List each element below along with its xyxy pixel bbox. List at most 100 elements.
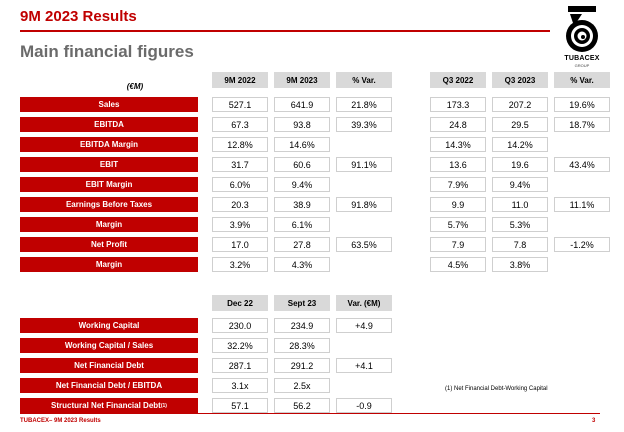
table-cell: 5.7% xyxy=(430,217,486,232)
table-cell: 38.9 xyxy=(274,197,330,212)
row-label: EBITDA Margin xyxy=(20,137,198,152)
row-label: Margin xyxy=(20,217,198,232)
table-cell: 93.8 xyxy=(274,117,330,132)
table-cell: 60.6 xyxy=(274,157,330,172)
table-cell: 19.6 xyxy=(492,157,548,172)
column-header: Dec 22 xyxy=(212,295,268,311)
title-divider xyxy=(20,30,550,32)
table-cell: 19.6% xyxy=(554,97,610,112)
table-cell: 7.8 xyxy=(492,237,548,252)
table-cell: 234.9 xyxy=(274,318,330,333)
table-cell: 91.8% xyxy=(336,197,392,212)
table-cell: 32.2% xyxy=(212,338,268,353)
tubacex-logo-icon xyxy=(566,6,598,52)
row-label: EBIT Margin xyxy=(20,177,198,192)
table-cell: 20.3 xyxy=(212,197,268,212)
table-cell: 63.5% xyxy=(336,237,392,252)
row-label: Sales xyxy=(20,97,198,112)
column-header: Sept 23 xyxy=(274,295,330,311)
slide-subtitle: Main financial figures xyxy=(20,42,194,61)
footnote-marker: (1) xyxy=(160,402,167,409)
table-cell: 2.5x xyxy=(274,378,330,393)
page-number: 3 xyxy=(592,418,596,424)
table-cell: 24.8 xyxy=(430,117,486,132)
logo-subtext: GROUP xyxy=(574,63,590,68)
row-label: Net Financial Debt xyxy=(20,358,198,373)
table-cell: 11.1% xyxy=(554,197,610,212)
table-cell: 13.6 xyxy=(430,157,486,172)
table-cell: 43.4% xyxy=(554,157,610,172)
table-cell: 3.2% xyxy=(212,257,268,272)
table-cell: 4.5% xyxy=(430,257,486,272)
table-cell: +4.1 xyxy=(336,358,392,373)
table-cell: 12.8% xyxy=(212,137,268,152)
table-cell: 527.1 xyxy=(212,97,268,112)
table-cell: 4.3% xyxy=(274,257,330,272)
table-cell xyxy=(554,177,610,192)
footer-text: TUBACEX– 9M 2023 Results xyxy=(20,418,101,424)
table-cell: 641.9 xyxy=(274,97,330,112)
table-cell: 14.3% xyxy=(430,137,486,152)
table-cell: +4.9 xyxy=(336,318,392,333)
row-label: Earnings Before Taxes xyxy=(20,197,198,212)
table-cell: 291.2 xyxy=(274,358,330,373)
column-header: Var. (€M) xyxy=(336,295,392,311)
table-cell: 3.1x xyxy=(212,378,268,393)
table-cell: 28.3% xyxy=(274,338,330,353)
row-label-text: Net Financial Debt xyxy=(74,361,144,370)
table-cell xyxy=(336,338,392,353)
slide-title: 9M 2023 Results xyxy=(20,8,137,25)
table-cell: 21.8% xyxy=(336,97,392,112)
table-cell: 14.6% xyxy=(274,137,330,152)
table-cell: -1.2% xyxy=(554,237,610,252)
table-cell: 6.1% xyxy=(274,217,330,232)
table-cell: 207.2 xyxy=(492,97,548,112)
table-cell xyxy=(336,378,392,393)
column-header: Q3 2022 xyxy=(430,72,486,88)
column-header: 9M 2023 xyxy=(274,72,330,88)
table-cell: 39.3% xyxy=(336,117,392,132)
table-cell: 31.7 xyxy=(212,157,268,172)
table-cell xyxy=(554,137,610,152)
row-label: Margin xyxy=(20,257,198,272)
table-cell: 3.9% xyxy=(212,217,268,232)
row-label: Structural Net Financial Debt (1) xyxy=(20,398,198,413)
row-label-text: Structural Net Financial Debt xyxy=(51,401,161,410)
table-cell: 230.0 xyxy=(212,318,268,333)
table-cell xyxy=(336,177,392,192)
table-cell: -0.9 xyxy=(336,398,392,413)
table-cell: 7.9% xyxy=(430,177,486,192)
table-cell: 9.4% xyxy=(492,177,548,192)
column-header: Q3 2023 xyxy=(492,72,548,88)
table-cell: 27.8 xyxy=(274,237,330,252)
row-label: Net Financial Debt / EBITDA xyxy=(20,378,198,393)
table-cell: 173.3 xyxy=(430,97,486,112)
row-label-text: Working Capital xyxy=(78,321,140,330)
row-label: EBITDA xyxy=(20,117,198,132)
row-label: Working Capital xyxy=(20,318,198,333)
table-cell xyxy=(336,257,392,272)
table-cell xyxy=(336,137,392,152)
table-cell: 11.0 xyxy=(492,197,548,212)
table-cell: 18.7% xyxy=(554,117,610,132)
table-cell: 287.1 xyxy=(212,358,268,373)
unit-label: (€M) xyxy=(126,82,144,91)
logo-wordmark: TUBACEX xyxy=(564,55,600,62)
table-cell: 3.8% xyxy=(492,257,548,272)
row-label: Working Capital / Sales xyxy=(20,338,198,353)
table-cell: 56.2 xyxy=(274,398,330,413)
table-cell: 6.0% xyxy=(212,177,268,192)
row-label-text: Working Capital / Sales xyxy=(64,341,154,350)
table-cell xyxy=(554,217,610,232)
column-header: 9M 2022 xyxy=(212,72,268,88)
row-label: EBIT xyxy=(20,157,198,172)
column-header: % Var. xyxy=(336,72,392,88)
footer-divider xyxy=(20,413,600,414)
table-cell: 29.5 xyxy=(492,117,548,132)
table-cell: 9.4% xyxy=(274,177,330,192)
table-cell xyxy=(336,217,392,232)
column-header: % Var. xyxy=(554,72,610,88)
table-cell: 9.9 xyxy=(430,197,486,212)
table-cell xyxy=(554,257,610,272)
row-label-text: Net Financial Debt / EBITDA xyxy=(55,381,163,390)
